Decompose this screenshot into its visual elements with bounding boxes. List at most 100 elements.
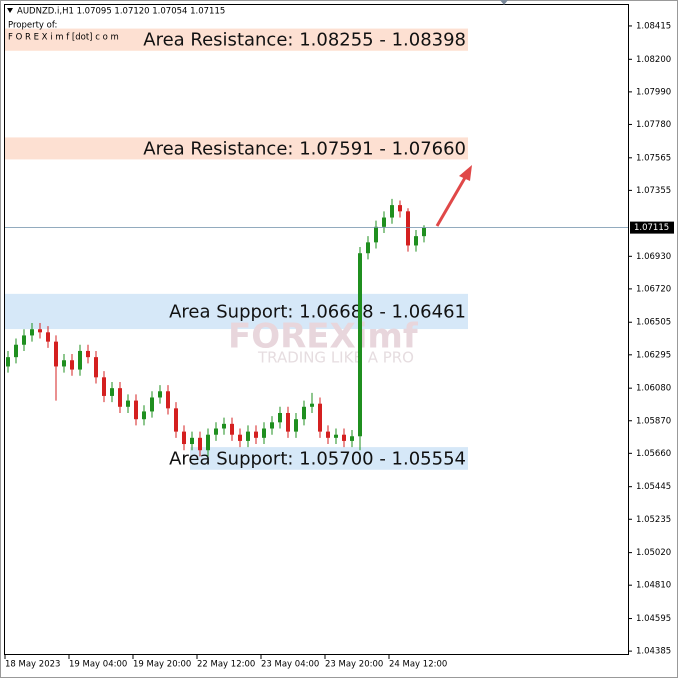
candle-body <box>54 341 58 367</box>
candle-body <box>206 434 210 451</box>
y-tick-label: 1.05020 <box>636 548 671 558</box>
last-price-box <box>630 221 674 234</box>
candle-body <box>30 329 34 336</box>
candle-body <box>118 388 122 407</box>
candle-body <box>174 408 178 432</box>
y-tick-label: 1.07780 <box>636 120 671 130</box>
candle-body <box>302 406 306 420</box>
watermark-tagline: TRADING LIKE A PRO <box>257 349 414 367</box>
header-arrow <box>7 8 13 13</box>
candle-body <box>382 217 386 227</box>
candle-body <box>294 419 298 432</box>
candle-body <box>198 437 202 451</box>
y-tick-label: 1.06720 <box>636 284 671 294</box>
candle-body <box>326 431 330 438</box>
y-tick-label: 1.04595 <box>636 614 671 624</box>
y-tick-label: 1.06080 <box>636 384 671 394</box>
candle-body <box>270 422 274 429</box>
zone-band <box>5 293 468 330</box>
x-tick-label: 19 May 20:00 <box>133 660 191 670</box>
x-tick-label: 22 May 12:00 <box>197 660 255 670</box>
candle-body <box>358 253 362 437</box>
candle-body <box>190 437 194 445</box>
candle-body <box>230 423 234 435</box>
y-tick-label: 1.08415 <box>636 21 671 31</box>
zone-label: Area Support: 1.05700 - 1.05554 <box>169 448 466 469</box>
x-tick-label: 24 May 12:00 <box>389 660 447 670</box>
candle-body <box>46 332 50 342</box>
x-tick-label: 23 May 04:00 <box>261 660 319 670</box>
zone-band <box>190 447 468 470</box>
x-tick-label: 23 May 20:00 <box>325 660 383 670</box>
candle-body <box>334 434 338 438</box>
candle-body <box>310 403 314 407</box>
candle-body <box>262 428 266 438</box>
x-tick-label: 18 May 2023 <box>5 660 60 670</box>
candle-body <box>14 344 18 358</box>
zone-band <box>5 137 468 160</box>
candle-body <box>94 357 98 378</box>
y-tick-label: 1.05445 <box>636 482 671 492</box>
zone-label: Area Support: 1.06688 - 1.06461 <box>169 301 466 322</box>
candle-body <box>62 360 66 367</box>
candle-body <box>150 397 154 412</box>
candle-body <box>126 400 130 407</box>
arrow <box>435 175 468 227</box>
candle-body <box>134 400 138 420</box>
candle-body <box>374 226 378 243</box>
candle-body <box>278 412 282 423</box>
plot-area <box>4 4 629 655</box>
candle-body <box>318 403 322 432</box>
candle-body <box>390 205 394 218</box>
candle-body <box>214 428 218 435</box>
candle-body <box>398 205 402 212</box>
zone-label: Area Resistance: 1.07591 - 1.07660 <box>143 138 466 159</box>
header-note: Property of: <box>8 21 57 31</box>
y-tick-label: 1.08200 <box>636 55 671 65</box>
y-tick-label: 1.07990 <box>636 87 671 97</box>
candle-body <box>102 377 106 396</box>
y-tick-label: 1.07565 <box>636 153 671 163</box>
shift-marker <box>500 0 508 5</box>
watermark: FOREXimf <box>228 317 419 357</box>
candle-body <box>286 412 290 432</box>
candle-body <box>70 360 74 370</box>
candle-body <box>110 388 114 396</box>
candle-body <box>246 431 250 441</box>
candle-body <box>254 431 258 438</box>
y-tick-label: 1.06295 <box>636 350 671 360</box>
last-price-label: 1.07115 <box>634 223 669 233</box>
y-tick-label: 1.06930 <box>636 252 671 262</box>
header-note: F O R E X i m f [dot] c o m <box>8 33 119 43</box>
candle-body <box>38 329 42 333</box>
candle-body <box>142 411 146 420</box>
x-tick-label: 19 May 04:00 <box>69 660 127 670</box>
zone-band <box>5 28 468 51</box>
candle-body <box>22 335 26 345</box>
candle-body <box>422 227 426 237</box>
candle-body <box>6 357 10 367</box>
y-tick-label: 1.05235 <box>636 515 671 525</box>
candle-body <box>238 434 242 441</box>
symbol-header: AUDNZD.i,H1 1.07095 1.07120 1.07054 1.07… <box>17 7 225 17</box>
candle-body <box>158 391 162 398</box>
candle-body <box>182 431 186 445</box>
y-tick-label: 1.07355 <box>636 186 671 196</box>
y-tick-label: 1.05870 <box>636 416 671 426</box>
y-tick-label: 1.04385 <box>636 647 671 657</box>
candle-body <box>86 350 90 358</box>
candle-body <box>366 242 370 254</box>
candle-body <box>414 236 418 246</box>
candle-body <box>350 436 354 441</box>
arrow-head <box>459 165 472 181</box>
candle-body <box>78 350 82 370</box>
candle-body <box>222 423 226 429</box>
candle-body <box>406 211 410 246</box>
y-tick-label: 1.04810 <box>636 581 671 591</box>
y-tick-label: 1.05660 <box>636 449 671 459</box>
candle-body <box>342 434 346 441</box>
candle-body <box>166 391 170 409</box>
zone-label: Area Resistance: 1.08255 - 1.08398 <box>143 30 466 51</box>
